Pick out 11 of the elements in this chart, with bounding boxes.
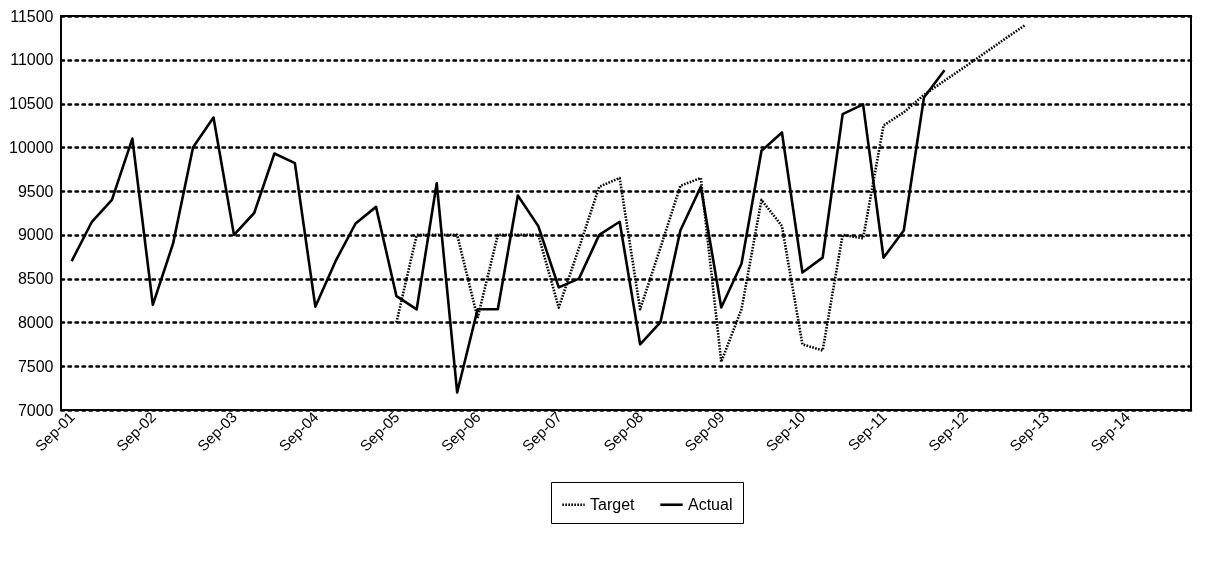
y-tick-label: 8500	[17, 270, 54, 288]
y-tick-label: 11000	[10, 51, 54, 69]
legend-label: Actual	[688, 495, 733, 513]
y-tick-label: 10000	[9, 138, 54, 156]
y-tick-label: 9500	[17, 182, 54, 200]
y-tick-label: 8000	[17, 313, 54, 331]
y-tick-label: 9000	[17, 226, 54, 244]
y-tick-label: 7500	[17, 357, 54, 375]
y-tick-label: 10500	[9, 95, 54, 113]
legend-label: Target	[590, 495, 636, 513]
y-tick-label: 11500	[10, 7, 54, 25]
